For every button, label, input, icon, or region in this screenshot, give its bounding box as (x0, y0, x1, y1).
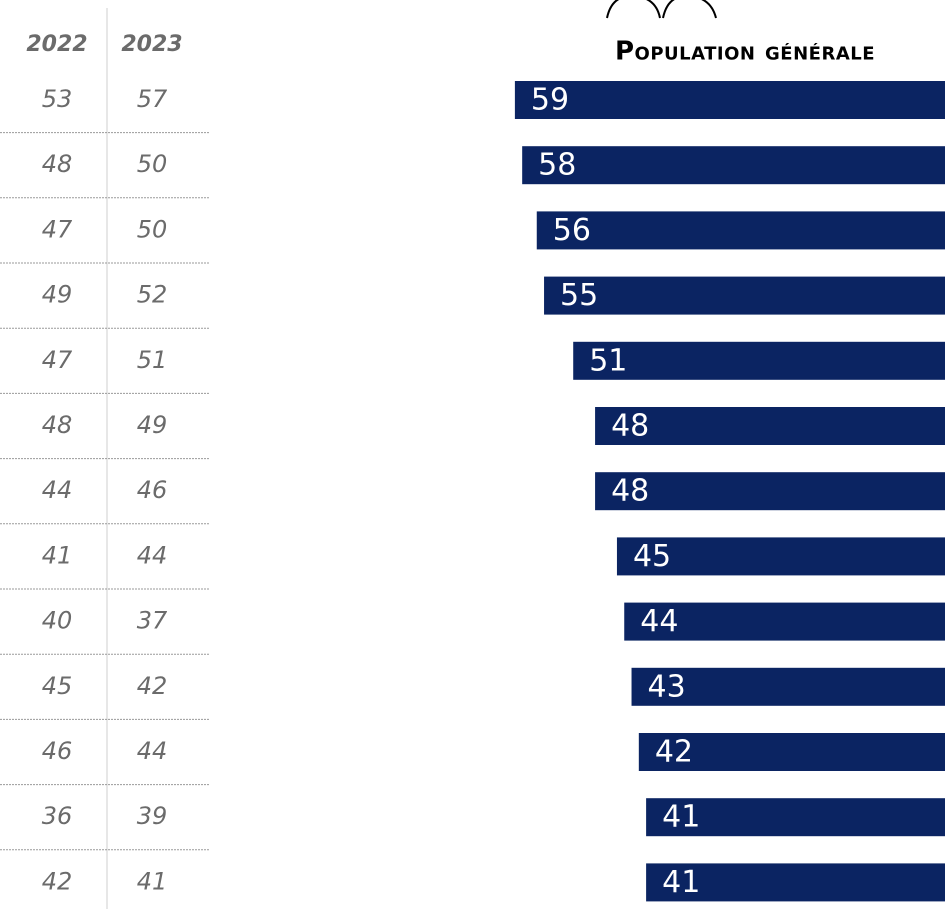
bar-value-label: 55 (560, 278, 598, 313)
table-cell: 47 (42, 215, 73, 243)
bar (595, 407, 945, 445)
table-cell: 39 (137, 802, 168, 830)
bar-value-label: 48 (611, 409, 649, 444)
bar-value-label: 41 (662, 800, 700, 835)
table-cell: 40 (42, 607, 73, 635)
table-cell: 49 (42, 281, 73, 309)
bar-value-label: 43 (648, 669, 686, 704)
table-cell: 51 (137, 346, 168, 374)
bar-value-label: 56 (553, 213, 591, 248)
table-cell: 50 (137, 215, 168, 243)
table-cell: 41 (137, 867, 168, 895)
table-cell: 46 (42, 737, 73, 765)
table-cell: 45 (42, 672, 73, 700)
bar-value-label: 51 (589, 343, 627, 378)
table-cell: 48 (42, 411, 73, 439)
bar (522, 146, 945, 185)
bar (595, 472, 945, 511)
table-cell: 49 (137, 411, 168, 439)
table-cell: 44 (137, 737, 168, 765)
table-cell: 48 (42, 150, 73, 178)
bar-value-label: 42 (655, 735, 693, 770)
bar-value-label: 45 (633, 539, 671, 574)
table-cell: 36 (42, 802, 73, 830)
bar (544, 276, 945, 315)
table-cell: 42 (42, 867, 73, 895)
table-cell: 37 (137, 607, 168, 635)
table-cell: 47 (42, 346, 73, 374)
table-cell: 50 (137, 150, 168, 178)
content: 2022 2023 53 57 48 50 47 50 49 52 47 51 48 49 44 46 41 44… (0, 32, 945, 902)
table-cell: 57 (137, 85, 168, 113)
bar (514, 81, 945, 119)
bar (646, 798, 945, 837)
bar (631, 667, 945, 706)
bar (624, 602, 945, 641)
bar-value-label: 44 (640, 604, 678, 639)
table-cell: 42 (137, 672, 168, 700)
bar (638, 733, 945, 771)
bar-value-label: 48 (611, 474, 649, 509)
table-cell: 41 (42, 541, 73, 569)
bar (536, 211, 945, 250)
table-cell: 53 (42, 85, 73, 113)
bar-value-label: 41 (662, 865, 700, 900)
bar (616, 537, 945, 576)
table-cell: 44 (42, 476, 73, 504)
chart-title: Population générale (615, 37, 875, 67)
bar-value-label: 58 (538, 148, 576, 183)
bar-value-label: 59 (531, 83, 569, 118)
icon (606, 0, 717, 19)
table-cell: 46 (137, 476, 168, 504)
column-header: 2023 (121, 32, 182, 57)
bar (573, 341, 945, 380)
column-header: 2022 (26, 32, 87, 57)
table-cell: 52 (137, 281, 168, 309)
bar (646, 863, 945, 902)
table-cell: 44 (137, 541, 168, 569)
